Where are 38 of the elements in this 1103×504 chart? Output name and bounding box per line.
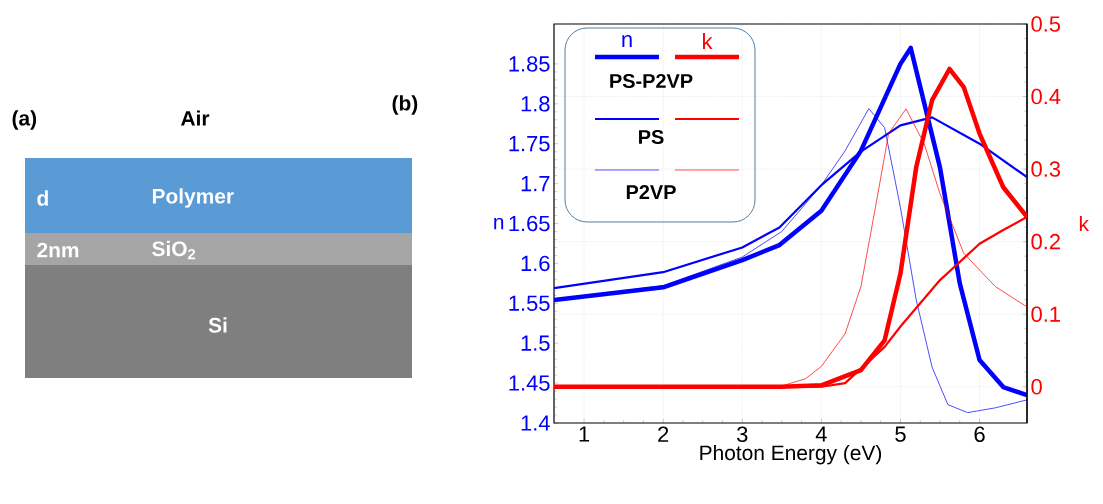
text: 2nm (37, 242, 79, 258)
y-tick-label: 1.5 (521, 335, 550, 351)
annotation: k (703, 33, 713, 49)
y-tick-label: 1.75 (509, 136, 550, 152)
text: (b) (392, 95, 418, 115)
y-tick-label: 1.7 (521, 176, 550, 192)
y2-tick-label: 0.4 (1031, 88, 1061, 105)
text: Si (208, 317, 227, 333)
text: Air (180, 110, 210, 126)
x-tick-label: 1 (579, 426, 590, 442)
text: d (37, 190, 48, 206)
y2-tick-label: 0.3 (1031, 161, 1061, 177)
legend-label: PS (639, 129, 664, 145)
x-tick-label: 2 (658, 426, 669, 442)
x-tick-label: 3 (736, 426, 748, 443)
y2-axis-title: k (1079, 215, 1090, 232)
text: SiO$_{2}$ (152, 240, 196, 260)
x-axis-title: Photon Energy (eV) (700, 444, 882, 465)
text: (a) (12, 110, 37, 130)
x-tick-label: 4 (815, 426, 827, 442)
text: Polymer (152, 188, 234, 208)
annotation: n (622, 35, 632, 47)
legend-label: P2VP (626, 185, 676, 199)
y-tick-label: 1.6 (521, 255, 550, 272)
y2-tick-label: 0.1 (1031, 306, 1060, 322)
y-tick-label: 1.55 (509, 295, 550, 311)
x-tick-label: 6 (974, 426, 985, 443)
y2-tick-label: 0.2 (1031, 233, 1060, 250)
x-tick-label: 5 (895, 426, 906, 442)
y-tick-label: 1.85 (509, 56, 550, 72)
y-tick-label: 1.8 (521, 96, 550, 112)
y2-tick-label: 0.5 (1031, 16, 1061, 32)
legend-label: PS-P2VP (610, 73, 693, 89)
y-axis-title: n (494, 217, 504, 230)
y-tick-label: 1.65 (509, 215, 550, 232)
y-tick-label: 1.45 (509, 375, 550, 391)
y-tick-label: 1.4 (521, 415, 550, 431)
y2-tick-label: 0 (1031, 378, 1042, 395)
